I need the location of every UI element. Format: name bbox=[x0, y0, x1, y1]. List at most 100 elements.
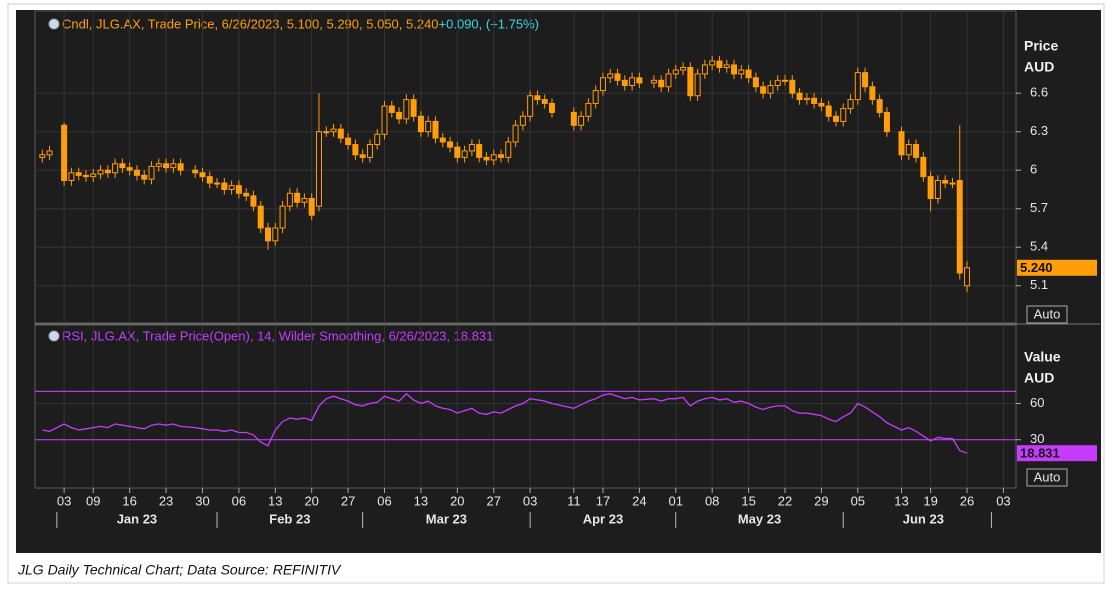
candle-body bbox=[796, 92, 803, 101]
candle-body bbox=[119, 163, 126, 169]
candle-body bbox=[301, 197, 308, 203]
candle-body bbox=[345, 137, 352, 146]
x-tick-label: 26 bbox=[960, 493, 974, 508]
candle-body bbox=[745, 69, 752, 79]
candle-body bbox=[417, 115, 424, 133]
candle-body bbox=[323, 131, 330, 134]
candle-body bbox=[709, 60, 716, 66]
candle-body bbox=[104, 169, 111, 174]
candle-body bbox=[112, 163, 119, 174]
candle-body bbox=[250, 195, 257, 207]
candle-body bbox=[68, 172, 75, 181]
candle-body bbox=[359, 154, 366, 158]
candle-body bbox=[381, 105, 388, 135]
x-tick-label: 13 bbox=[414, 493, 428, 508]
legend-icon bbox=[48, 330, 60, 342]
candle-body bbox=[82, 174, 89, 178]
candle-body bbox=[578, 115, 585, 126]
y-tick-label: 30 bbox=[1030, 431, 1044, 446]
candle-body bbox=[927, 176, 934, 199]
candle-body bbox=[243, 192, 250, 197]
x-tick-label: 11 bbox=[567, 493, 581, 508]
candle-body bbox=[869, 86, 876, 101]
candle-body bbox=[439, 137, 446, 143]
price-legend: Cndl, JLG.AX, Trade Price, 6/26/2023, 5.… bbox=[62, 16, 439, 31]
candle-body bbox=[767, 84, 774, 94]
auto-scale-button[interactable] bbox=[1026, 305, 1068, 324]
x-tick-label: 05 bbox=[851, 493, 865, 508]
indicator-legend: RSI, JLG.AX, Trade Price(Open), 14, Wild… bbox=[62, 328, 493, 343]
candle-body bbox=[476, 144, 483, 158]
candle-body bbox=[46, 150, 53, 156]
x-tick-label: 17 bbox=[596, 493, 610, 508]
x-tick-label: 06 bbox=[232, 493, 246, 508]
auto-scale-label[interactable]: Auto bbox=[1034, 306, 1061, 321]
candle-body bbox=[701, 64, 708, 75]
candle-body bbox=[374, 133, 381, 146]
candle-body bbox=[61, 124, 68, 181]
auto-scale-button[interactable] bbox=[1026, 468, 1068, 487]
candle-body bbox=[366, 144, 373, 158]
candle-body bbox=[752, 77, 759, 88]
candle-body bbox=[294, 192, 301, 203]
candle-body bbox=[454, 146, 461, 158]
month-label: Mar 23 bbox=[426, 511, 467, 526]
legend-icon bbox=[48, 18, 60, 30]
candle-body bbox=[330, 128, 337, 133]
candle-body bbox=[527, 95, 534, 117]
candle-body bbox=[781, 79, 788, 82]
x-tick-label: 09 bbox=[86, 493, 100, 508]
candle-body bbox=[548, 102, 555, 113]
y-axis-unit: AUD bbox=[1024, 59, 1054, 75]
x-tick-label: 23 bbox=[159, 493, 173, 508]
candle-body bbox=[483, 156, 490, 161]
candle-body bbox=[665, 73, 672, 88]
price-change: +0.090, (+1.75%) bbox=[439, 16, 539, 31]
x-tick-label: 20 bbox=[304, 493, 318, 508]
y-axis-title: Price bbox=[1024, 38, 1058, 54]
candle-body bbox=[388, 105, 395, 113]
candle-body bbox=[163, 163, 170, 169]
candle-body bbox=[687, 66, 694, 97]
y-axis-title: Value bbox=[1024, 349, 1061, 365]
candle-body bbox=[199, 172, 206, 178]
candle-body bbox=[876, 99, 883, 113]
candle-body bbox=[949, 182, 956, 185]
candle-body bbox=[607, 73, 614, 79]
auto-scale-label[interactable]: Auto bbox=[1034, 469, 1061, 484]
x-tick-label: 24 bbox=[632, 493, 646, 508]
candle-body bbox=[403, 99, 410, 120]
last-price-box bbox=[1017, 259, 1097, 276]
candle-body bbox=[694, 73, 701, 97]
y-axis-unit: AUD bbox=[1024, 370, 1054, 386]
candle-body bbox=[716, 60, 723, 68]
x-tick-label: 16 bbox=[122, 493, 136, 508]
x-tick-label: 03 bbox=[57, 493, 71, 508]
candle-body bbox=[141, 174, 148, 180]
candle-body bbox=[221, 182, 228, 190]
candle-body bbox=[898, 131, 905, 156]
x-tick-label: 22 bbox=[778, 493, 792, 508]
candle-body bbox=[680, 66, 687, 71]
candle-body bbox=[541, 99, 548, 104]
candle-body bbox=[585, 102, 592, 117]
candle-body bbox=[934, 179, 941, 199]
candle-body bbox=[621, 79, 628, 86]
candle-body bbox=[337, 128, 344, 139]
x-tick-label: 13 bbox=[268, 493, 282, 508]
candle-body bbox=[315, 131, 322, 207]
month-label: Apr 23 bbox=[583, 511, 623, 526]
candle-body bbox=[862, 72, 869, 88]
candle-body bbox=[956, 179, 963, 274]
candle-body bbox=[396, 111, 403, 120]
candle-body bbox=[505, 141, 512, 158]
candle-body bbox=[265, 227, 272, 242]
candle-body bbox=[39, 154, 46, 158]
candle-body bbox=[672, 69, 679, 75]
candle-body bbox=[519, 115, 526, 126]
y-tick-label: 5.1 bbox=[1030, 277, 1048, 292]
month-label: May 23 bbox=[738, 511, 781, 526]
x-tick-label: 29 bbox=[814, 493, 828, 508]
y-tick-label: 5.4 bbox=[1030, 239, 1048, 254]
candle-body bbox=[636, 77, 643, 84]
